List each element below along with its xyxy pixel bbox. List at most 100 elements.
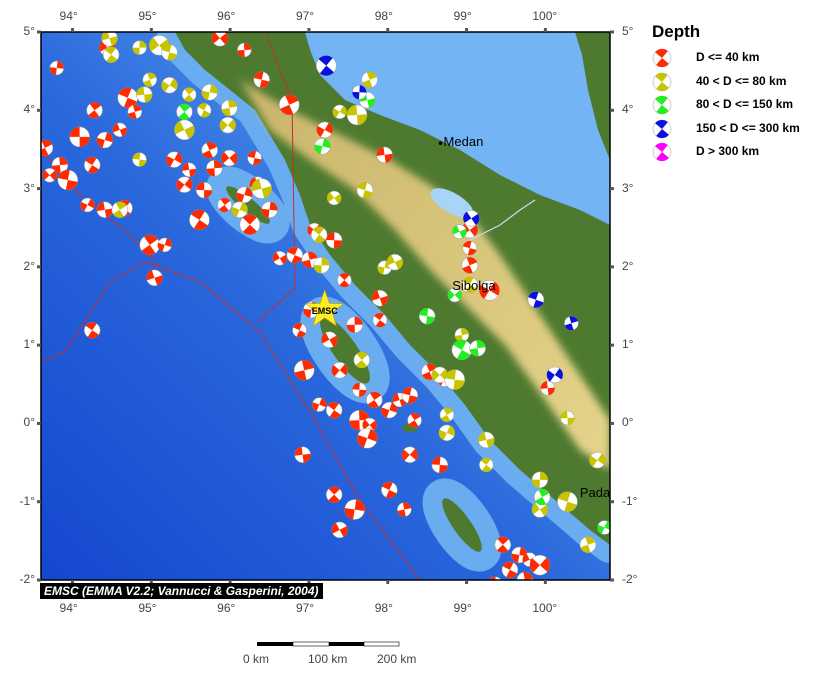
- earthquake-beachball: [478, 431, 495, 449]
- earthquake-beachball: [261, 201, 278, 218]
- river: [469, 199, 536, 241]
- earthquake-beachball: [161, 44, 178, 61]
- city-dot: [438, 141, 443, 145]
- earthquake-beachball: [146, 269, 163, 287]
- earthquake-beachball: [507, 587, 523, 603]
- lon-tick-label-top: 100°: [532, 9, 558, 23]
- legend-item: D <= 40 km: [652, 48, 759, 72]
- earthquake-beachball: [331, 361, 348, 379]
- earthquake-beachball: [494, 536, 512, 554]
- earthquake-beachball: [540, 380, 555, 396]
- highlands: [240, 80, 610, 470]
- earthquake-beachball: [219, 116, 237, 134]
- legend-item: 80 < D <= 150 km: [652, 95, 793, 119]
- earthquake-beachball: [176, 103, 193, 121]
- earthquake-beachball: [195, 181, 213, 199]
- earthquake-beachball: [293, 359, 315, 381]
- earthquake-beachball: [579, 536, 597, 554]
- earthquake-beachball: [479, 280, 500, 301]
- lon-tick-label-bottom: 97°: [295, 601, 315, 615]
- lon-tick-label-bottom: 96°: [217, 601, 236, 615]
- city-label: Medan: [443, 134, 484, 150]
- earthquake-beachball: [352, 85, 367, 100]
- scale-label-0: 0 km: [243, 652, 270, 666]
- lon-tick-label-bottom: 99°: [453, 601, 472, 615]
- beachball-icon: [652, 119, 672, 138]
- earthquake-beachball: [371, 289, 389, 307]
- earthquake-beachball: [560, 410, 575, 426]
- earthquake-beachball: [331, 521, 348, 539]
- earthquake-beachball: [361, 71, 378, 89]
- earthquake-beachball: [326, 190, 342, 206]
- earthquake-beachball: [57, 169, 79, 191]
- earthquake-beachball: [372, 312, 388, 328]
- lat-tick-label-right: 1°: [622, 337, 634, 352]
- earthquake-beachball: [597, 520, 610, 535]
- lon-tick-label-top: 94°: [59, 9, 78, 23]
- earthquake-beachball: [102, 46, 120, 63]
- earthquake-beachball: [236, 186, 253, 204]
- earthquake-beachball: [80, 197, 95, 213]
- credit-label: EMSC (EMMA V2.2; Vannucci & Gasperini, 2…: [40, 583, 323, 599]
- earthquake-beachball: [311, 397, 327, 412]
- earthquake-beachball: [157, 237, 172, 253]
- earthquake-beachball: [381, 401, 398, 419]
- earthquake-beachball: [401, 386, 419, 404]
- earthquake-beachball: [353, 351, 371, 369]
- star-icon: [304, 288, 345, 327]
- earthquake-beachball: [117, 87, 138, 109]
- earthquake-beachball: [444, 369, 465, 390]
- earthquake-beachball: [454, 327, 470, 343]
- earthquake-beachball: [439, 407, 455, 423]
- earthquake-beachball: [366, 391, 383, 409]
- earthquake-beachball: [292, 323, 307, 338]
- malacca-strait: [305, 32, 610, 225]
- earthquake-beachball: [462, 240, 477, 256]
- earthquake-beachball: [397, 502, 412, 517]
- earthquake-beachball: [376, 146, 393, 164]
- earthquake-beachball: [381, 481, 398, 499]
- earthquake-events: [41, 32, 610, 603]
- earthquake-beachball: [316, 55, 337, 76]
- lon-tick-label-bottom: 94°: [59, 601, 78, 615]
- earthquake-beachball: [135, 86, 153, 103]
- earthquake-beachball: [112, 122, 128, 138]
- earthquake-beachball: [418, 307, 436, 325]
- earthquake-beachball: [239, 214, 261, 235]
- earthquake-beachball: [201, 84, 218, 101]
- earthquake-beachball: [286, 246, 304, 264]
- earthquake-beachball: [176, 176, 193, 193]
- lat-tick-label-left: -2°: [19, 572, 35, 586]
- earthquake-beachball: [531, 471, 549, 489]
- star-label: EMSC: [312, 306, 339, 316]
- earthquake-beachball: [527, 291, 545, 308]
- legend-title: Depth: [652, 22, 701, 41]
- earthquake-beachball: [217, 197, 232, 213]
- earthquake-beachball: [447, 287, 462, 303]
- earthquake-beachball: [310, 226, 328, 244]
- lon-tick-label-bottom: 100°: [532, 601, 558, 615]
- earthquake-beachball: [337, 272, 352, 288]
- scale-label-100: 100 km: [308, 652, 348, 666]
- earthquake-beachball: [181, 162, 197, 178]
- scale-bar: [257, 641, 400, 647]
- legend-label: 80 < D <= 150 km: [696, 97, 794, 111]
- earthquake-beachball: [529, 554, 551, 576]
- emsc-star-marker: EMSC: [304, 288, 345, 327]
- earthquake-beachball: [463, 210, 480, 227]
- earthquake-beachball: [314, 138, 331, 155]
- earthquake-beachball: [357, 428, 378, 449]
- earthquake-beachball: [344, 499, 365, 520]
- earthquake-beachball: [221, 149, 238, 167]
- lon-tick-label-top: 99°: [453, 9, 472, 23]
- earthquake-beachball: [189, 209, 210, 231]
- earthquake-beachball: [96, 131, 114, 149]
- lon-tick-label-bottom: 98°: [374, 601, 393, 615]
- earthquake-beachball: [237, 42, 252, 58]
- sumatra-land: [175, 32, 610, 545]
- earthquake-beachball: [589, 451, 606, 469]
- earthquake-beachball: [83, 322, 101, 339]
- earthquake-beachball: [211, 32, 229, 47]
- lat-tick-label-right: 0°: [622, 415, 634, 430]
